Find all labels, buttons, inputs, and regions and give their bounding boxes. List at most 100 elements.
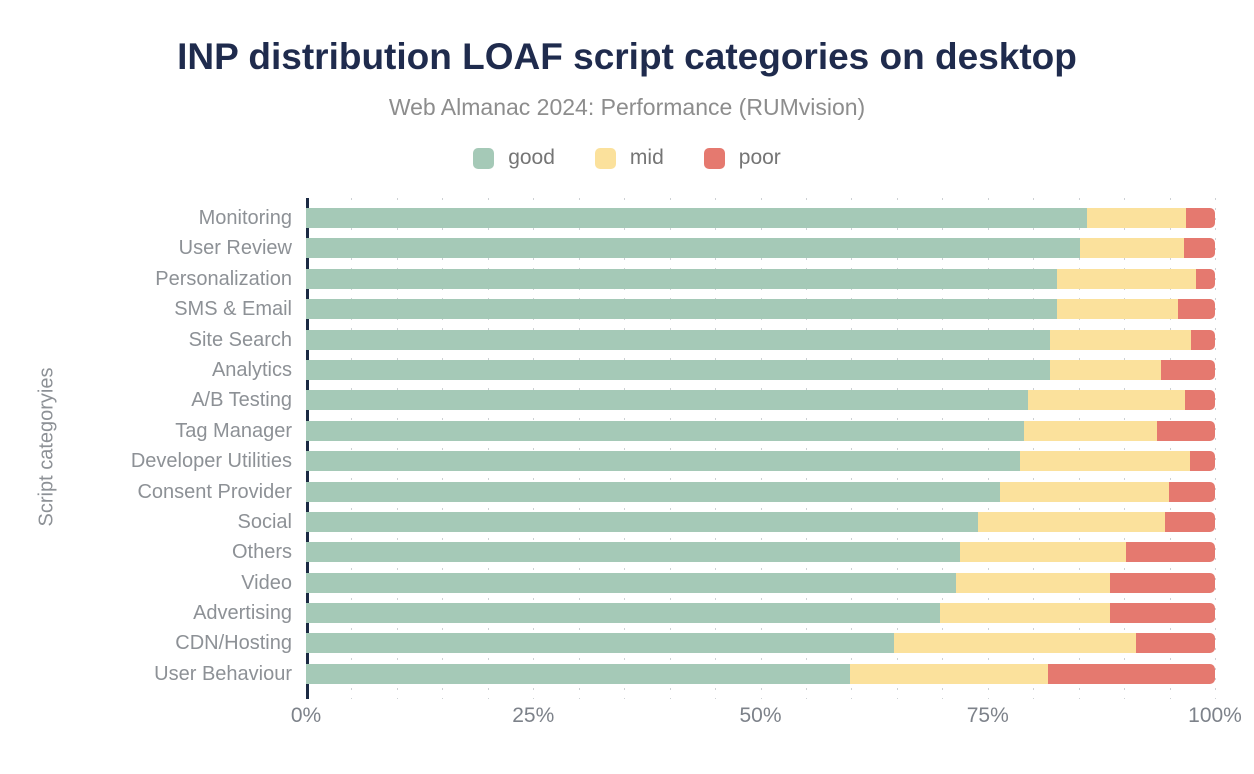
legend-label: good (508, 146, 555, 169)
bar-row: A/B Testing (0, 389, 1215, 412)
gridline-85 (1078, 198, 1080, 699)
gridline-65 (896, 198, 898, 699)
bar-segment-poor (1109, 603, 1215, 624)
gridline-30 (578, 198, 580, 699)
gridline-25 (533, 198, 535, 699)
bar-segment-mid (940, 603, 1110, 624)
gridline-15 (442, 198, 444, 699)
legend-swatch-poor (703, 147, 725, 169)
bar-segment-poor (1047, 663, 1215, 684)
bar-row: Developer Utilities (0, 451, 1215, 472)
gridline-70 (942, 198, 944, 699)
bar-segment-poor (1135, 633, 1215, 654)
bar-row: SMS & Email (0, 298, 1215, 321)
bar-segment-mid (1049, 359, 1162, 380)
category-label: User Review (178, 237, 292, 260)
bar-track-consent-provider (306, 481, 1215, 502)
category-label: Tag Manager (175, 419, 292, 442)
bar-track-monitoring (306, 208, 1215, 228)
category-label: A/B Testing (191, 389, 292, 412)
category-label: Others (231, 541, 292, 564)
bar-segment-good (306, 329, 1051, 350)
bar-segment-poor (1195, 268, 1215, 289)
bar-track-advertising (306, 603, 1215, 624)
x-tick-label: 0% (290, 704, 322, 727)
category-label: Video (241, 571, 292, 594)
bar-segment-good (306, 390, 1028, 411)
bar-track-personalization (306, 268, 1215, 289)
gridline-20 (487, 198, 489, 699)
bar-segment-poor (1156, 420, 1215, 441)
bar-segment-good (306, 511, 978, 532)
bar-segment-good (306, 663, 850, 684)
legend: good mid poor (0, 146, 1254, 170)
gridline-100 (1215, 198, 1216, 699)
chart-title: INP distribution LOAF script categories … (177, 36, 1077, 77)
gridline-10 (396, 198, 398, 699)
bar-row: Social (0, 510, 1215, 533)
legend-item-good: good (473, 146, 555, 170)
category-label: Social (237, 510, 292, 533)
chart-subtitle: Web Almanac 2024: Performance (RUMvision… (388, 94, 866, 120)
bar-segment-good (306, 268, 1057, 289)
bar-segment-mid (1024, 420, 1157, 441)
bar-segment-mid (960, 542, 1126, 563)
plot-area (306, 198, 1216, 699)
category-label: Advertising (193, 602, 292, 625)
category-label: Consent Provider (137, 480, 292, 503)
bar-segment-good (306, 481, 1001, 502)
x-tick-label: 75% (966, 704, 1009, 727)
bar-segment-mid (1050, 329, 1192, 350)
bar-segment-poor (1161, 359, 1215, 380)
legend-label: poor (738, 146, 781, 169)
gridline-35 (624, 198, 626, 699)
bar-track-social (306, 511, 1215, 532)
bar-row: Analytics (0, 359, 1215, 380)
bar-row: Video (0, 571, 1215, 594)
bar-segment-poor (1184, 238, 1215, 259)
bar-segment-mid (1056, 299, 1178, 320)
gridline-95 (1169, 198, 1171, 699)
bar-segment-mid (955, 572, 1111, 593)
gridline-40 (669, 198, 671, 699)
bar-segment-mid (1027, 390, 1185, 411)
bar-segment-good (306, 603, 941, 624)
x-tick-label: 50% (739, 704, 782, 727)
bar-segment-good (306, 420, 1025, 441)
bar-track-site-search (306, 329, 1215, 350)
bar-segment-poor (1165, 511, 1215, 532)
bar-segment-good (306, 633, 895, 654)
gridline-5 (351, 198, 353, 699)
bar-row: Monitoring (0, 208, 1215, 228)
bar-track-tag-manager (306, 420, 1215, 441)
bar-track-sms-email (306, 299, 1215, 320)
bar-track-user-behaviour (306, 663, 1215, 684)
bar-segment-mid (1086, 208, 1186, 228)
bar-segment-mid (894, 633, 1136, 654)
category-label: CDN/Hosting (175, 632, 292, 655)
bar-segment-poor (1191, 329, 1215, 350)
bar-segment-good (306, 359, 1050, 380)
legend-label: mid (629, 146, 664, 169)
bar-row: Consent Provider (0, 480, 1215, 503)
bar-track-video (306, 572, 1215, 593)
bar-row: Tag Manager (0, 419, 1215, 442)
bar-row: User Behaviour (0, 663, 1215, 684)
bar-segment-good (306, 572, 956, 593)
bar-segment-poor (1177, 299, 1215, 320)
bar-track-user-review (306, 238, 1215, 259)
bar-segment-good (306, 542, 961, 563)
bar-segment-mid (977, 511, 1165, 532)
bar-segment-poor (1190, 451, 1215, 472)
bar-track-cdn-hosting (306, 633, 1215, 654)
bar-row: CDN/Hosting (0, 632, 1215, 655)
category-label: SMS & Email (174, 298, 292, 321)
bar-segment-good (306, 299, 1057, 320)
bar-segment-poor (1184, 390, 1215, 411)
gridline-55 (805, 198, 807, 699)
bar-row: Advertising (0, 602, 1215, 625)
legend-swatch-mid (594, 147, 616, 169)
bar-segment-mid (1000, 481, 1169, 502)
category-label: Monitoring (198, 207, 292, 229)
x-tick-label: 100% (1188, 704, 1242, 727)
